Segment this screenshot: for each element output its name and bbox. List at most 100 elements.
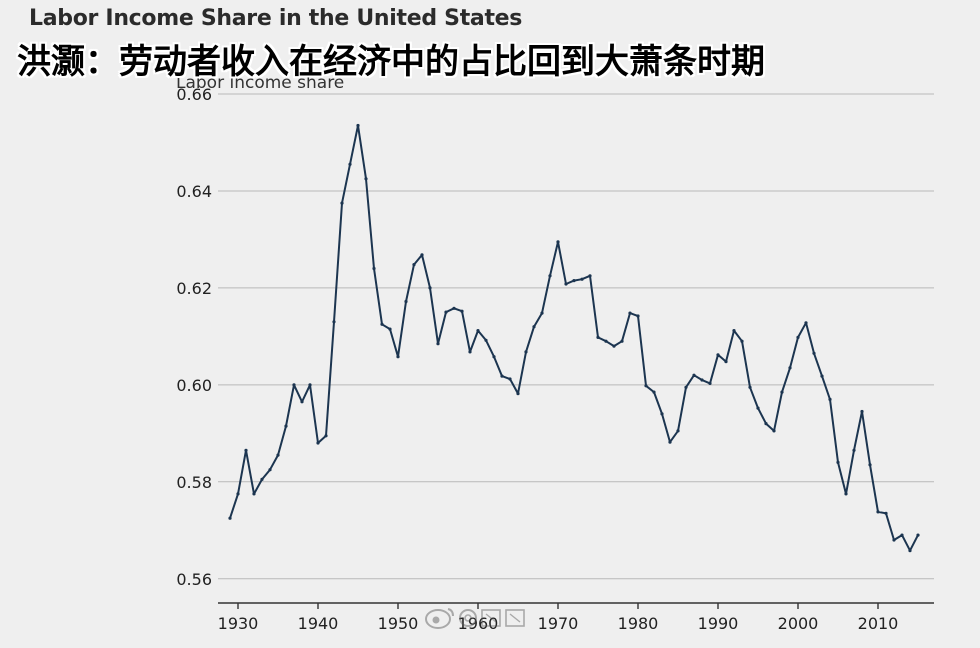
data-point	[516, 392, 520, 396]
data-point	[828, 397, 832, 401]
data-point	[764, 422, 768, 426]
data-point	[284, 424, 288, 428]
data-point	[684, 385, 688, 389]
x-tick-label: 1990	[698, 614, 739, 633]
y-tick-label: 0.64	[176, 182, 212, 201]
data-point	[724, 360, 728, 364]
data-point	[260, 477, 264, 481]
x-tick-labels: 1930 1940 1950 1960 1970 1980 1990 2000 2010	[218, 603, 899, 633]
data-point	[868, 463, 872, 467]
data-point	[836, 460, 840, 464]
data-point	[676, 429, 680, 433]
data-point	[556, 240, 560, 244]
x-tick-label: 2010	[858, 614, 899, 633]
data-point	[700, 378, 704, 382]
data-point	[668, 440, 672, 444]
y-tick-labels: 0.66 0.64 0.62 0.60 0.58 0.56	[176, 85, 212, 589]
data-point	[580, 277, 584, 281]
chart-title: Labor Income Share in the United States	[29, 6, 523, 31]
data-point	[356, 123, 360, 128]
data-point	[372, 266, 376, 271]
data-point	[308, 383, 312, 387]
data-point	[388, 327, 392, 331]
data-point	[860, 409, 864, 414]
data-point	[452, 306, 456, 310]
data-point	[476, 329, 480, 333]
grid-lines	[218, 93, 934, 580]
data-point	[340, 201, 344, 205]
data-point	[652, 390, 656, 394]
data-point	[316, 441, 320, 445]
data-point	[884, 511, 888, 515]
data-point	[916, 533, 920, 537]
y-tick-label: 0.56	[176, 570, 212, 589]
data-point	[428, 286, 432, 290]
data-point	[588, 274, 592, 278]
data-point	[748, 385, 752, 389]
data-point	[772, 429, 776, 433]
y-tick-label: 0.58	[176, 473, 212, 492]
data-point	[644, 384, 648, 388]
series-line-labor-income-share	[229, 124, 919, 552]
x-tick-label: 1950	[378, 614, 419, 633]
data-point	[564, 282, 568, 286]
x-tick-label: 1940	[298, 614, 339, 633]
data-point	[612, 344, 616, 348]
data-point	[692, 373, 696, 377]
data-point	[628, 311, 632, 315]
series-points	[228, 123, 920, 553]
data-point	[484, 338, 488, 342]
data-point	[228, 516, 232, 520]
data-point	[468, 350, 472, 354]
data-point	[364, 177, 368, 181]
data-point	[604, 339, 608, 343]
data-point	[380, 322, 384, 326]
data-point	[276, 453, 280, 457]
data-point	[548, 274, 552, 278]
data-point	[636, 314, 640, 318]
y-tick-label: 0.60	[176, 376, 212, 395]
data-point	[268, 468, 272, 472]
data-point	[820, 374, 824, 378]
data-point	[236, 492, 240, 496]
data-point	[332, 320, 336, 324]
data-point	[252, 492, 256, 496]
data-point	[716, 353, 720, 357]
data-point	[404, 299, 408, 304]
x-tick-label: 1980	[618, 614, 659, 633]
data-point	[460, 309, 464, 313]
data-point	[396, 355, 400, 359]
watermark-logo	[425, 608, 525, 629]
data-point	[420, 253, 424, 257]
data-point	[908, 549, 912, 553]
data-point	[436, 342, 440, 346]
overlay-caption: 洪灏：劳动者收入在经济中的占比回到大萧条时期	[17, 42, 765, 82]
data-point	[500, 374, 504, 378]
data-point	[324, 434, 328, 438]
data-point	[532, 325, 536, 329]
x-tick-label: 1930	[218, 614, 259, 633]
data-point	[660, 412, 664, 416]
data-point	[780, 390, 784, 394]
data-point	[492, 355, 496, 359]
data-point	[756, 406, 760, 410]
data-point	[596, 335, 600, 339]
data-point	[708, 381, 712, 385]
data-point	[876, 510, 880, 514]
data-point	[524, 350, 528, 354]
data-point	[508, 377, 512, 381]
y-tick-label: 0.62	[176, 279, 212, 298]
data-point	[852, 448, 856, 452]
data-point	[620, 339, 624, 343]
data-point	[844, 492, 848, 496]
data-point	[292, 383, 296, 387]
y-tick-label: 0.66	[176, 85, 212, 104]
x-tick-label: 2000	[778, 614, 819, 633]
data-point	[788, 366, 792, 370]
data-point	[812, 351, 816, 355]
data-point	[900, 533, 904, 537]
y-axis-label: Labor income share	[176, 73, 345, 93]
x-tick-label: 1970	[538, 614, 579, 633]
data-point	[740, 339, 744, 343]
